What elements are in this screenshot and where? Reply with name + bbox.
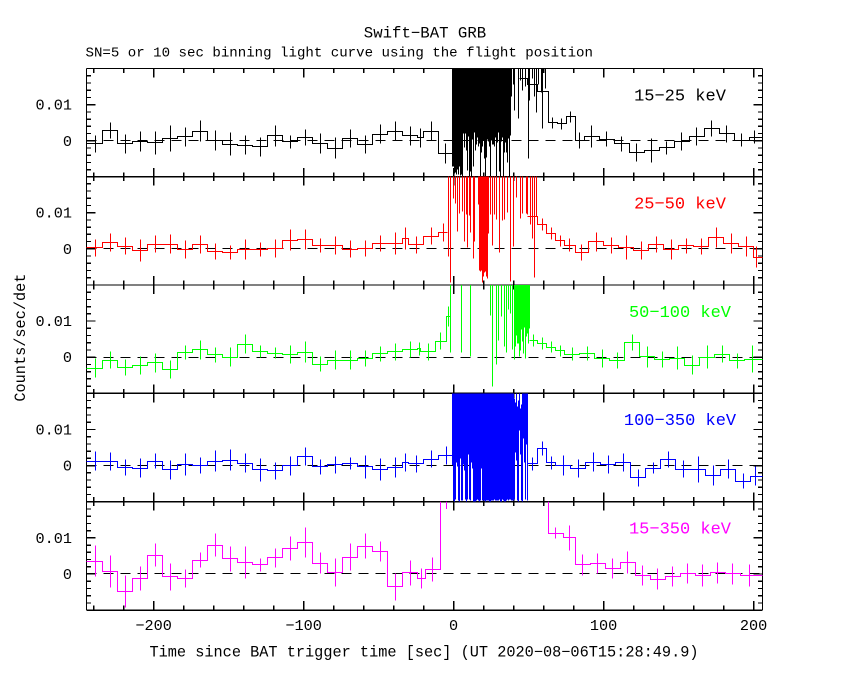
svg-text:15−25 keV: 15−25 keV	[634, 87, 727, 106]
svg-text:0: 0	[449, 617, 458, 635]
svg-text:100−350 keV: 100−350 keV	[624, 412, 737, 431]
svg-text:0: 0	[63, 241, 72, 259]
svg-text:−200: −200	[135, 617, 171, 635]
svg-text:0: 0	[63, 349, 72, 367]
svg-text:15−350 keV: 15−350 keV	[629, 521, 732, 540]
svg-text:Counts/sec/det: Counts/sec/det	[12, 274, 30, 402]
svg-text:0.01: 0.01	[36, 313, 72, 331]
svg-text:25−50 keV: 25−50 keV	[634, 195, 727, 214]
svg-text:Swift−BAT GRB: Swift−BAT GRB	[364, 25, 486, 43]
svg-text:0: 0	[63, 566, 72, 584]
svg-text:200: 200	[740, 617, 767, 635]
svg-text:0.01: 0.01	[36, 530, 72, 548]
svg-text:100: 100	[590, 617, 617, 635]
svg-text:0.01: 0.01	[36, 97, 72, 115]
svg-text:−100: −100	[285, 617, 321, 635]
svg-text:0.01: 0.01	[36, 421, 72, 439]
svg-text:Time since BAT trigger time [s: Time since BAT trigger time [sec] (UT 20…	[149, 644, 698, 662]
svg-text:SN=5 or 10 sec binning light c: SN=5 or 10 sec binning light curve using…	[86, 46, 593, 62]
svg-text:0.01: 0.01	[36, 205, 72, 223]
svg-text:0: 0	[63, 133, 72, 151]
svg-text:0: 0	[63, 458, 72, 476]
svg-text:50−100 keV: 50−100 keV	[629, 304, 732, 323]
